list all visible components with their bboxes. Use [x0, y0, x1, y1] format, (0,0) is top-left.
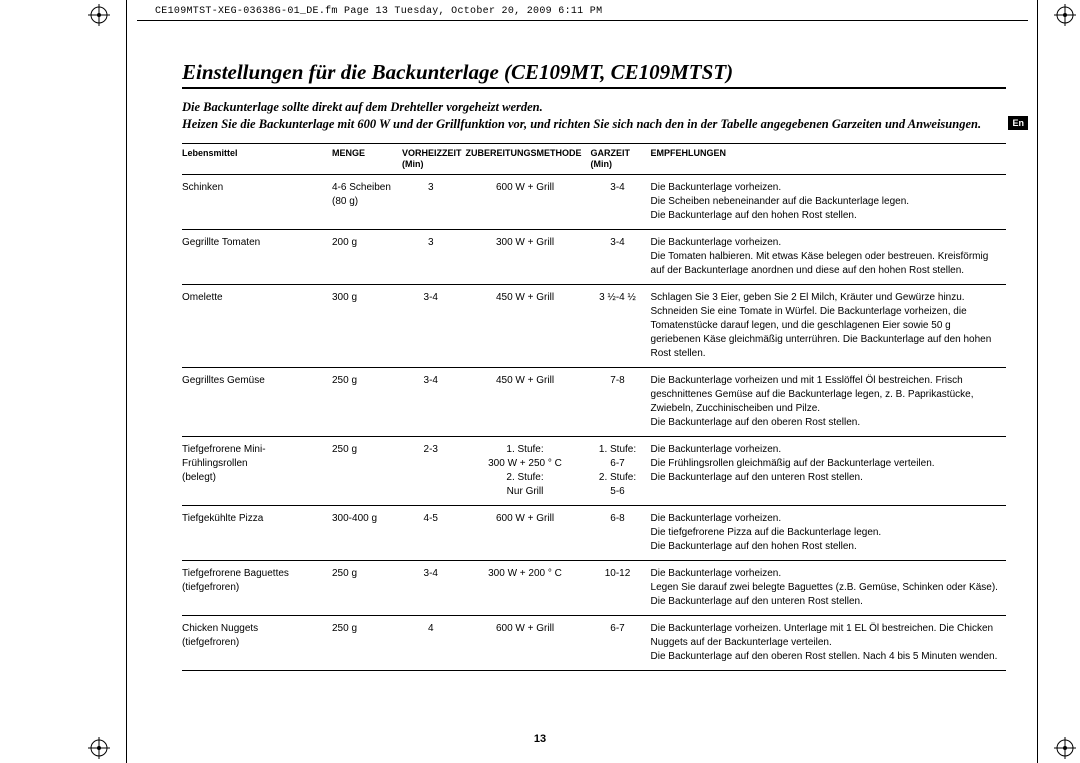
col-preheat: VORHEIZZEIT(Min) — [402, 143, 466, 175]
content-area: Einstellungen für die Backunterlage (CE1… — [182, 60, 1006, 671]
col-rec: EMPFEHLUNGEN — [651, 143, 1006, 175]
cell-cook: 3-4 — [591, 175, 651, 230]
table-row: Gegrillte Tomaten200 g3300 W + Grill3-4D… — [182, 230, 1006, 285]
section-title-wrap: Einstellungen für die Backunterlage (CE1… — [182, 60, 1006, 89]
cell-food: Chicken Nuggets(tiefgefroren) — [182, 616, 332, 671]
cell-preheat: 3-4 — [402, 368, 466, 437]
cell-food: Tiefgefrorene Baguettes(tiefgefroren) — [182, 561, 332, 616]
col-qty: MENGE — [332, 143, 402, 175]
cell-preheat: 4 — [402, 616, 466, 671]
cell-rec: Die Backunterlage vorheizen.Die Scheiben… — [651, 175, 1006, 230]
table-body: Schinken4-6 Scheiben(80 g)3600 W + Grill… — [182, 175, 1006, 671]
cell-cook: 3 ½-4 ½ — [591, 285, 651, 368]
cell-method: 300 W + 200 ° C — [466, 561, 591, 616]
table-row: Tiefgefrorene Baguettes(tiefgefroren)250… — [182, 561, 1006, 616]
crop-mark-icon — [88, 4, 110, 26]
cell-qty: 200 g — [332, 230, 402, 285]
running-header: CE109MTST-XEG-03638G-01_DE.fm Page 13 Tu… — [155, 6, 602, 17]
table-row: Tiefgefrorene Mini-Frühlingsrollen(beleg… — [182, 437, 1006, 506]
cell-rec: Schlagen Sie 3 Eier, geben Sie 2 El Milc… — [651, 285, 1006, 368]
cell-method: 600 W + Grill — [466, 506, 591, 561]
cell-food: Gegrillte Tomaten — [182, 230, 332, 285]
cell-qty: 250 g — [332, 561, 402, 616]
cell-food: Tiefgefrorene Mini-Frühlingsrollen(beleg… — [182, 437, 332, 506]
cell-cook: 7-8 — [591, 368, 651, 437]
cell-qty: 250 g — [332, 368, 402, 437]
table-row: Omelette300 g3-4450 W + Grill3 ½-4 ½Schl… — [182, 285, 1006, 368]
cell-preheat: 3-4 — [402, 561, 466, 616]
cell-rec: Die Backunterlage vorheizen.Die Frühling… — [651, 437, 1006, 506]
manual-page: CE109MTST-XEG-03638G-01_DE.fm Page 13 Tu… — [0, 0, 1080, 763]
cell-rec: Die Backunterlage vorheizen und mit 1 Es… — [651, 368, 1006, 437]
left-trim-line — [126, 0, 127, 763]
top-trim-line — [137, 20, 1028, 21]
cell-method: 300 W + Grill — [466, 230, 591, 285]
cell-method: 1. Stufe:300 W + 250 ° C2. Stufe:Nur Gri… — [466, 437, 591, 506]
right-trim-line — [1037, 0, 1038, 763]
cell-rec: Die Backunterlage vorheizen. Unterlage m… — [651, 616, 1006, 671]
table-header-row: Lebensmittel MENGE VORHEIZZEIT(Min) ZUBE… — [182, 143, 1006, 175]
language-badge: En — [1008, 116, 1028, 130]
col-cook: GARZEIT(Min) — [591, 143, 651, 175]
cell-cook: 3-4 — [591, 230, 651, 285]
cell-qty: 300-400 g — [332, 506, 402, 561]
table-row: Chicken Nuggets(tiefgefroren)250 g4600 W… — [182, 616, 1006, 671]
cell-method: 450 W + Grill — [466, 285, 591, 368]
cell-food: Omelette — [182, 285, 332, 368]
cell-rec: Die Backunterlage vorheizen.Die tiefgefr… — [651, 506, 1006, 561]
cell-preheat: 4-5 — [402, 506, 466, 561]
col-food: Lebensmittel — [182, 143, 332, 175]
cell-cook: 6-7 — [591, 616, 651, 671]
cell-qty: 250 g — [332, 616, 402, 671]
cell-qty: 4-6 Scheiben(80 g) — [332, 175, 402, 230]
section-title: Einstellungen für die Backunterlage (CE1… — [182, 60, 1006, 85]
cell-qty: 250 g — [332, 437, 402, 506]
cell-cook: 10-12 — [591, 561, 651, 616]
intro-paragraph: Die Backunterlage sollte direkt auf dem … — [182, 99, 992, 133]
cell-food: Tiefgekühlte Pizza — [182, 506, 332, 561]
cell-food: Gegrilltes Gemüse — [182, 368, 332, 437]
cell-preheat: 3 — [402, 230, 466, 285]
cell-method: 600 W + Grill — [466, 616, 591, 671]
page-number: 13 — [0, 733, 1080, 745]
cell-food: Schinken — [182, 175, 332, 230]
cell-rec: Die Backunterlage vorheizen.Die Tomaten … — [651, 230, 1006, 285]
table-row: Gegrilltes Gemüse250 g3-4450 W + Grill7-… — [182, 368, 1006, 437]
cell-qty: 300 g — [332, 285, 402, 368]
table-row: Schinken4-6 Scheiben(80 g)3600 W + Grill… — [182, 175, 1006, 230]
cooking-table: Lebensmittel MENGE VORHEIZZEIT(Min) ZUBE… — [182, 143, 1006, 672]
cell-rec: Die Backunterlage vorheizen.Legen Sie da… — [651, 561, 1006, 616]
table-row: Tiefgekühlte Pizza300-400 g4-5600 W + Gr… — [182, 506, 1006, 561]
cell-cook: 1. Stufe:6-72. Stufe:5-6 — [591, 437, 651, 506]
cell-cook: 6-8 — [591, 506, 651, 561]
cell-preheat: 2-3 — [402, 437, 466, 506]
col-method: ZUBEREITUNGSMETHODE — [466, 143, 591, 175]
cell-method: 450 W + Grill — [466, 368, 591, 437]
cell-method: 600 W + Grill — [466, 175, 591, 230]
cell-preheat: 3 — [402, 175, 466, 230]
cell-preheat: 3-4 — [402, 285, 466, 368]
crop-mark-icon — [1054, 4, 1076, 26]
